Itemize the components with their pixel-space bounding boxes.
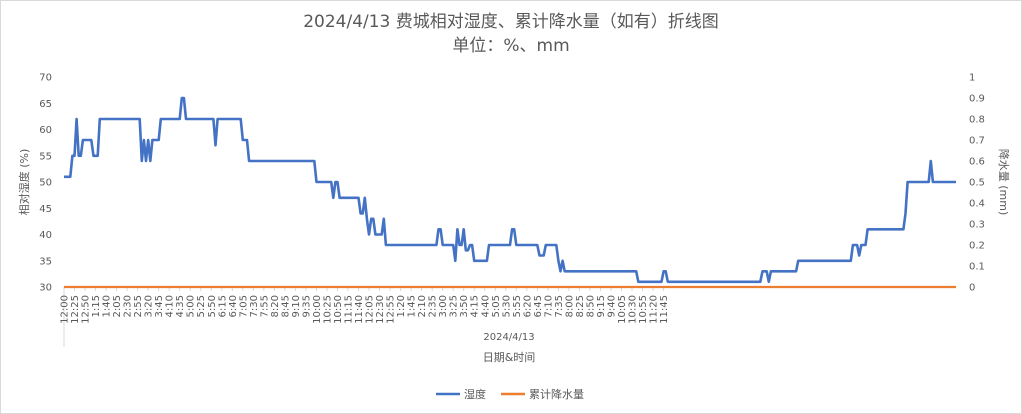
x-tick-label: 9:40 (606, 295, 617, 317)
y-left-tick-label: 40 (39, 230, 52, 241)
x-tick-label: 8:20 (270, 295, 281, 317)
x-tick-label: 7:35 (554, 295, 565, 317)
chart-subtitle: 单位：%、mm (452, 36, 569, 56)
x-tick-label: 7:55 (259, 295, 270, 317)
y-left-tick-label: 55 (39, 151, 52, 162)
x-tick-label: 11:40 (354, 295, 365, 324)
legend-item-precipitation-label: 累计降水量 (529, 387, 584, 401)
x-tick-label: 7:05 (238, 295, 249, 317)
x-axis-group-label: 2024/4/13 (483, 332, 534, 343)
y-left-tick-label: 65 (39, 99, 52, 110)
y-right-tick-label: 0.3 (969, 220, 985, 231)
y-right-tick-label: 0.1 (969, 262, 985, 273)
x-tick-label: 12:55 (386, 295, 397, 324)
x-tick-label: 10:30 (628, 295, 639, 324)
x-tick-label: 2:05 (112, 295, 123, 317)
x-tick-label: 5:00 (186, 295, 197, 317)
x-tick-label: 5:50 (207, 295, 218, 317)
x-tick-label: 4:35 (175, 295, 186, 317)
x-tick-label: 6:20 (522, 295, 533, 317)
x-tick-label: 6:15 (217, 295, 228, 317)
x-tick-label: 5:25 (196, 295, 207, 317)
x-tick-label: 8:50 (585, 295, 596, 317)
x-tick-label: 4:15 (470, 295, 481, 317)
y-axis-left-title: 相对湿度 (%) (17, 149, 31, 216)
y-right-tick-label: 0.5 (969, 178, 985, 189)
x-tick-label: 3:25 (449, 295, 460, 317)
x-tick-label: 1:45 (407, 295, 418, 317)
legend-item-humidity-label: 湿度 (464, 387, 486, 401)
x-tick-label: 12:50 (81, 295, 92, 324)
x-tick-label: 8:25 (575, 295, 586, 317)
legend: 湿度 累计降水量 (436, 387, 584, 401)
x-tick-label: 11:15 (344, 295, 355, 324)
y-axis-left-ticks: 30 35 40 45 50 55 60 65 70 (39, 73, 52, 294)
x-tick-label: 5:05 (491, 295, 502, 317)
y-left-tick-label: 60 (39, 125, 52, 136)
x-axis-title: 日期&时间 (483, 351, 536, 364)
series-layer (64, 96, 956, 289)
y-right-tick-label: 0.8 (969, 115, 985, 126)
x-tick-label: 9:35 (301, 295, 312, 317)
x-tick-label: 7:10 (543, 295, 554, 317)
y-right-tick-label: 0 (969, 283, 975, 294)
x-tick-label: 1:15 (91, 295, 102, 317)
x-tick-label: 10:00 (312, 295, 323, 324)
x-tick-label: 5:55 (512, 295, 523, 317)
y-left-tick-label: 50 (39, 178, 52, 189)
x-tick-label: 3:45 (154, 295, 165, 317)
x-tick-label: 10:50 (333, 295, 344, 324)
x-tick-label: 11:45 (659, 295, 670, 324)
y-right-tick-label: 0.9 (969, 94, 985, 105)
x-tick-label: 12:30 (375, 295, 386, 324)
x-tick-label: 6:45 (533, 295, 544, 317)
x-tick-label: 12:05 (365, 295, 376, 324)
x-tick-label: 4:40 (480, 295, 491, 317)
series-line-humidity (64, 96, 956, 284)
y-axis-right-title: 降水量 (mm) (997, 149, 1011, 216)
x-tick-label: 2:10 (417, 295, 428, 317)
y-left-tick-label: 35 (39, 256, 52, 267)
y-right-tick-label: 0.7 (969, 136, 985, 147)
x-tick-label: 10:25 (322, 295, 333, 324)
x-tick-label: 2:55 (133, 295, 144, 317)
x-tick-label: 3:50 (459, 295, 470, 317)
x-tick-label: 8:45 (280, 295, 291, 317)
chart-title: 2024/4/13 费城相对湿度、累计降水量（如有）折线图 (303, 12, 719, 32)
x-tick-label: 1:20 (396, 295, 407, 317)
x-tick-label: 4:10 (165, 295, 176, 317)
x-tick-label: 7:30 (249, 295, 260, 317)
x-tick-label: 6:40 (228, 295, 239, 317)
y-left-tick-label: 45 (39, 204, 52, 215)
x-tick-label: 2:30 (123, 295, 134, 317)
x-tick-label: 5:30 (501, 295, 512, 317)
y-right-tick-label: 1 (969, 73, 975, 84)
x-tick-label: 12:00 (60, 295, 71, 324)
x-tick-label: 3:00 (438, 295, 449, 317)
x-tick-label: 3:20 (144, 295, 155, 317)
x-tick-label: 11:20 (649, 295, 660, 324)
x-tick-label: 12:25 (70, 295, 81, 324)
x-tick-label: 8:00 (564, 295, 575, 317)
x-tick-label: 9:10 (291, 295, 302, 317)
x-tick-label: 2:35 (428, 295, 439, 317)
y-left-tick-label: 70 (39, 73, 52, 84)
y-left-tick-label: 30 (39, 283, 52, 294)
y-right-tick-label: 0.6 (969, 157, 985, 168)
x-tick-label: 10:05 (617, 295, 628, 324)
y-right-tick-label: 0.4 (969, 199, 985, 210)
x-tick-label: 1:40 (102, 295, 113, 317)
x-tick-label: 10:55 (638, 295, 649, 324)
y-right-tick-label: 0.2 (969, 241, 985, 252)
x-axis-ticks: 12:00 12:25 12:50 1:15 1:40 2:05 2:30 2:55 3:20 3… (60, 286, 956, 347)
x-tick-label: 9:15 (596, 295, 607, 317)
y-axis-right-ticks: 0 0.1 0.2 0.3 0.4 0.5 0.6 0.7 0.8 0.9 1 (969, 73, 985, 294)
